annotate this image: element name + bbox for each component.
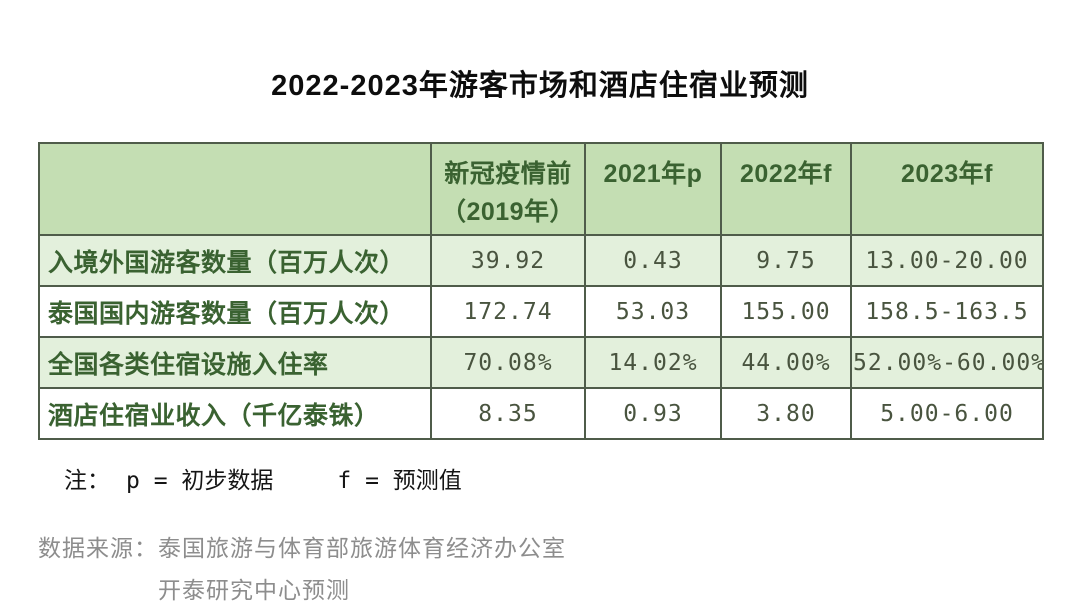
cell-value: 14.02% bbox=[584, 336, 722, 389]
header-pre-covid-line2: （2019年） bbox=[440, 197, 576, 226]
header-cell-pre-covid-2019: 新冠疫情前 （2019年） bbox=[430, 142, 586, 236]
data-source-line-1: 泰国旅游与体育部旅游体育经济办公室 bbox=[158, 535, 566, 561]
cell-value: 44.00% bbox=[720, 336, 852, 389]
data-source: 数据来源： 泰国旅游与体育部旅游体育经济办公室 开泰研究中心预测 bbox=[38, 527, 566, 608]
row-label: 全国各类住宿设施入住率 bbox=[38, 336, 432, 389]
header-cell-2023f: 2023年f bbox=[850, 142, 1044, 236]
cell-value: 39.92 bbox=[430, 234, 586, 287]
cell-value: 0.43 bbox=[584, 234, 722, 287]
cell-value: 0.93 bbox=[584, 387, 722, 440]
cell-value: 172.74 bbox=[430, 285, 586, 338]
cell-value: 8.35 bbox=[430, 387, 586, 440]
cell-value: 53.03 bbox=[584, 285, 722, 338]
cell-value: 155.00 bbox=[720, 285, 852, 338]
page-title: 2022-2023年游客市场和酒店住宿业预测 bbox=[271, 70, 809, 102]
row-label: 入境外国游客数量（百万人次） bbox=[38, 234, 432, 287]
data-source-label: 数据来源： bbox=[38, 535, 158, 561]
cell-value: 52.00%-60.00% bbox=[850, 336, 1044, 389]
forecast-table: 新冠疫情前 （2019年） 2021年p 2022年f 2023年f 入境外国游… bbox=[38, 142, 1044, 440]
table-row-occupancy-rate: 全国各类住宿设施入住率 70.08% 14.02% 44.00% 52.00%-… bbox=[38, 336, 1044, 389]
table-row-inbound-foreign-tourists: 入境外国游客数量（百万人次） 39.92 0.43 9.75 13.00-20.… bbox=[38, 234, 1044, 287]
footnote-label: 注： bbox=[64, 468, 110, 494]
row-label: 泰国国内游客数量（百万人次） bbox=[38, 285, 432, 338]
table-row-domestic-tourists: 泰国国内游客数量（百万人次） 172.74 53.03 155.00 158.5… bbox=[38, 285, 1044, 338]
header-cell-blank bbox=[38, 142, 432, 236]
footnote-f-definition: f = 预测值 bbox=[337, 468, 462, 494]
header-cell-2022f: 2022年f bbox=[720, 142, 852, 236]
table-header-row: 新冠疫情前 （2019年） 2021年p 2022年f 2023年f bbox=[38, 142, 1044, 236]
cell-value: 3.80 bbox=[720, 387, 852, 440]
cell-value: 158.5-163.5 bbox=[850, 285, 1044, 338]
header-cell-2021p: 2021年p bbox=[584, 142, 722, 236]
cell-value: 13.00-20.00 bbox=[850, 234, 1044, 287]
footnote: 注： p = 初步数据 f = 预测值 bbox=[64, 461, 462, 495]
cell-value: 5.00-6.00 bbox=[850, 387, 1044, 440]
table-row-hotel-revenue: 酒店住宿业收入（千亿泰铢） 8.35 0.93 3.80 5.00-6.00 bbox=[38, 387, 1044, 440]
row-label: 酒店住宿业收入（千亿泰铢） bbox=[38, 387, 432, 440]
cell-value: 70.08% bbox=[430, 336, 586, 389]
cell-value: 9.75 bbox=[720, 234, 852, 287]
footnote-p-definition: p = 初步数据 bbox=[126, 468, 274, 494]
data-source-line-2: 开泰研究中心预测 bbox=[158, 577, 350, 603]
header-pre-covid-line1: 新冠疫情前 bbox=[444, 160, 572, 188]
